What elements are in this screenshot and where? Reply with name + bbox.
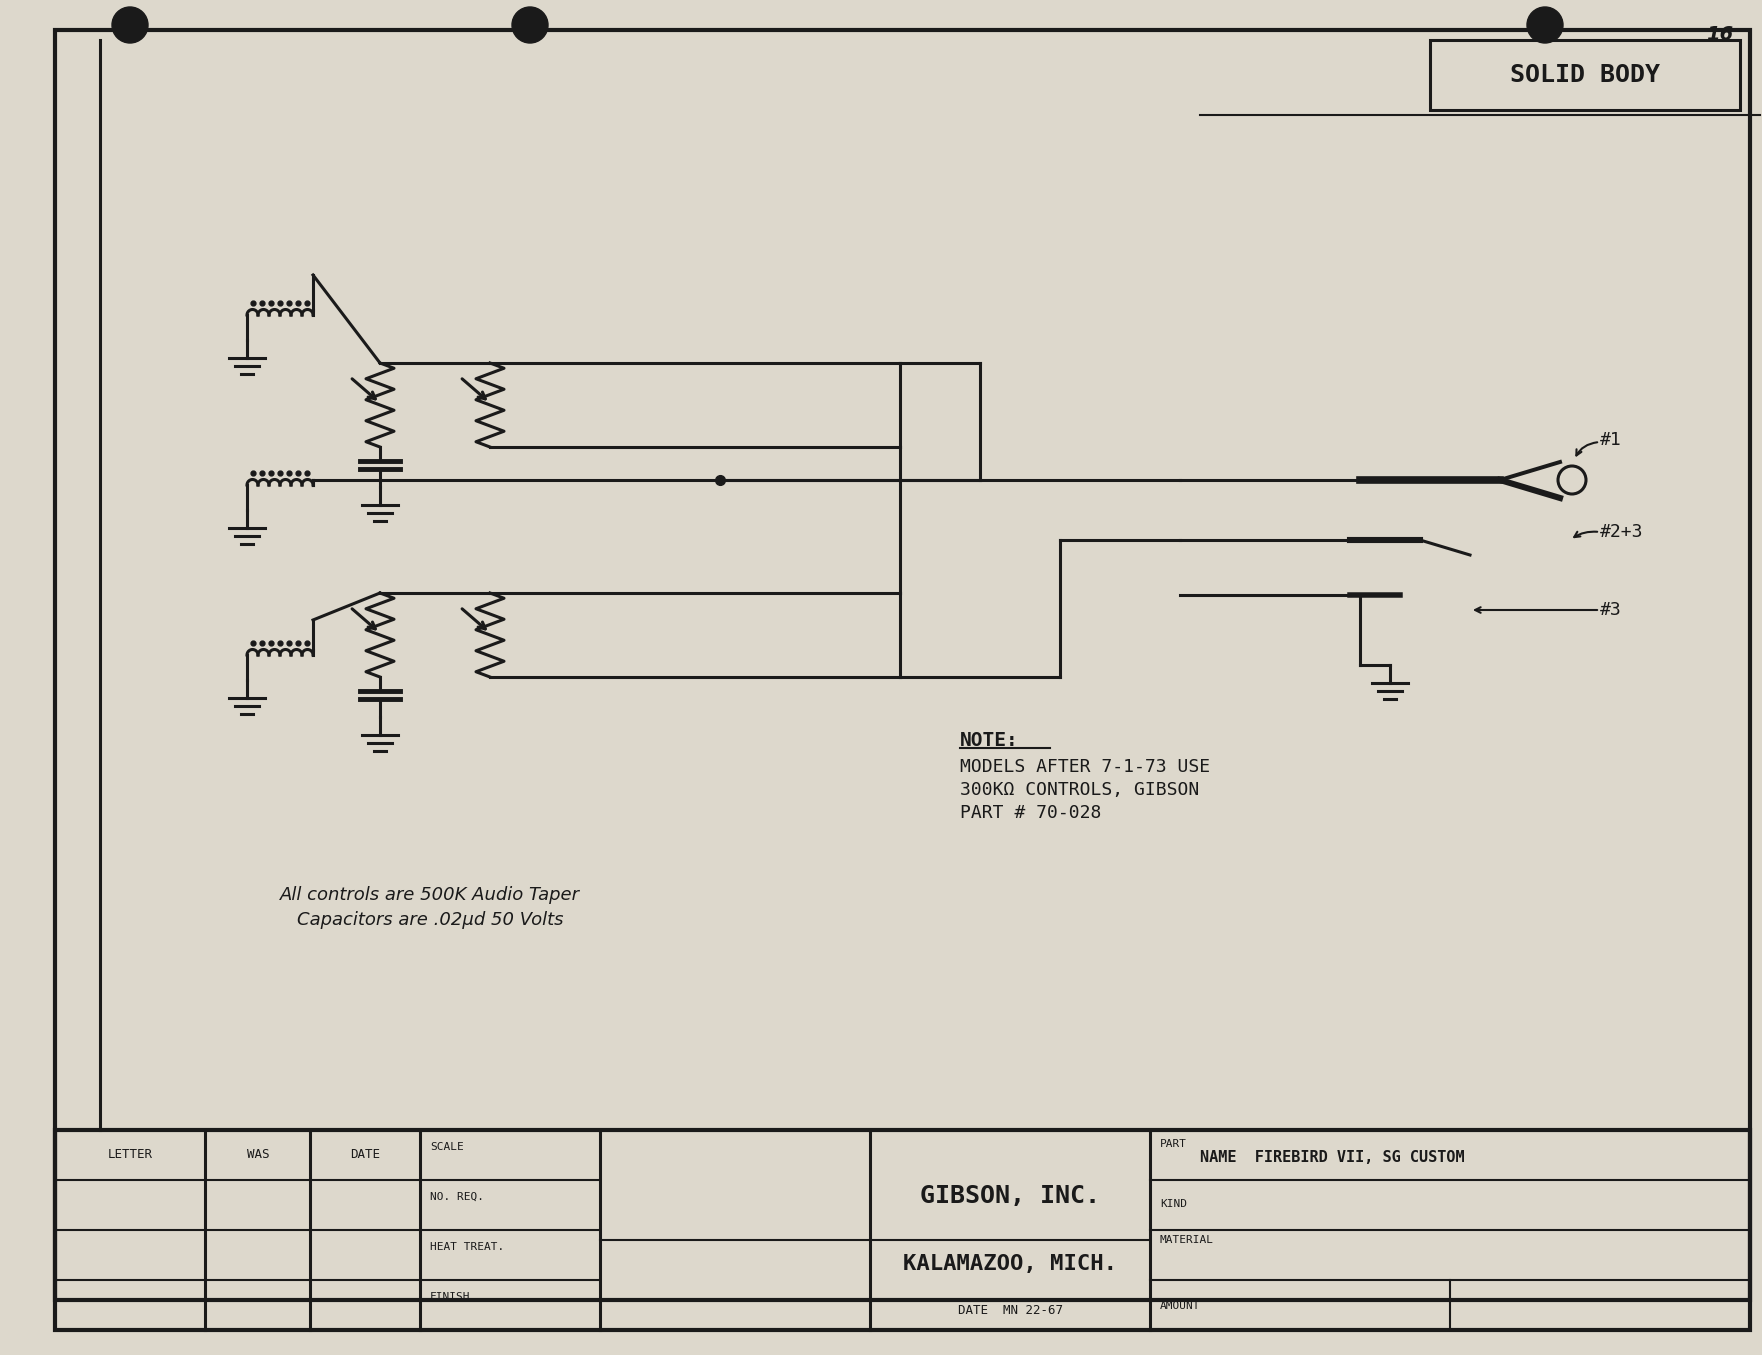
Text: Capacitors are .02μd 50 Volts: Capacitors are .02μd 50 Volts <box>296 911 564 930</box>
Text: DATE: DATE <box>351 1149 381 1161</box>
Text: KIND: KIND <box>1159 1199 1188 1209</box>
Text: PART: PART <box>1159 1140 1188 1149</box>
Text: KALAMAZOO, MICH.: KALAMAZOO, MICH. <box>902 1253 1117 1274</box>
Text: WAS: WAS <box>247 1149 270 1161</box>
Text: SOLID BODY: SOLID BODY <box>1510 62 1660 87</box>
Text: NOTE:: NOTE: <box>960 730 1018 749</box>
Text: DATE  MN 22-67: DATE MN 22-67 <box>957 1304 1062 1317</box>
Circle shape <box>1528 7 1563 43</box>
Bar <box>1431 41 1741 110</box>
Text: All controls are 500K Audio Taper: All controls are 500K Audio Taper <box>280 886 580 904</box>
Text: NAME  FIREBIRD VII, SG CUSTOM: NAME FIREBIRD VII, SG CUSTOM <box>1200 1150 1464 1165</box>
Text: SCALE: SCALE <box>430 1142 463 1152</box>
Text: MODELS AFTER 7-1-73 USE: MODELS AFTER 7-1-73 USE <box>960 757 1210 776</box>
Text: FINISH: FINISH <box>430 1293 470 1302</box>
Text: #1: #1 <box>1600 431 1621 449</box>
Text: AMOUNT: AMOUNT <box>1159 1301 1200 1312</box>
Text: #2+3: #2+3 <box>1600 523 1644 541</box>
Circle shape <box>113 7 148 43</box>
Text: PART # 70-028: PART # 70-028 <box>960 804 1101 822</box>
Text: 300KΩ CONTROLS, GIBSON: 300KΩ CONTROLS, GIBSON <box>960 780 1200 799</box>
Text: LETTER: LETTER <box>107 1149 153 1161</box>
Text: 16: 16 <box>1706 26 1734 45</box>
Text: GIBSON, INC.: GIBSON, INC. <box>920 1184 1099 1209</box>
Text: HEAT TREAT.: HEAT TREAT. <box>430 1243 504 1252</box>
Text: MATERIAL: MATERIAL <box>1159 1234 1214 1245</box>
Text: #3: #3 <box>1600 602 1621 619</box>
Circle shape <box>513 7 548 43</box>
Text: NO. REQ.: NO. REQ. <box>430 1192 485 1202</box>
Bar <box>55 1130 1750 1331</box>
